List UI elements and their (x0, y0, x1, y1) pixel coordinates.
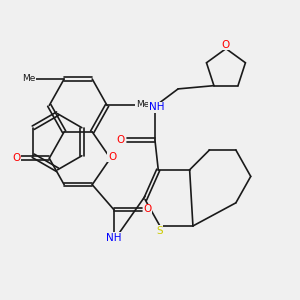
Text: O: O (144, 204, 152, 214)
Text: NH: NH (106, 232, 122, 242)
Text: S: S (156, 226, 163, 236)
Text: Me: Me (22, 74, 35, 83)
Text: O: O (108, 152, 116, 162)
Text: O: O (12, 153, 20, 163)
Text: O: O (222, 40, 230, 50)
Text: O: O (117, 135, 125, 145)
Text: Me: Me (136, 100, 149, 109)
Text: NH: NH (149, 102, 164, 112)
